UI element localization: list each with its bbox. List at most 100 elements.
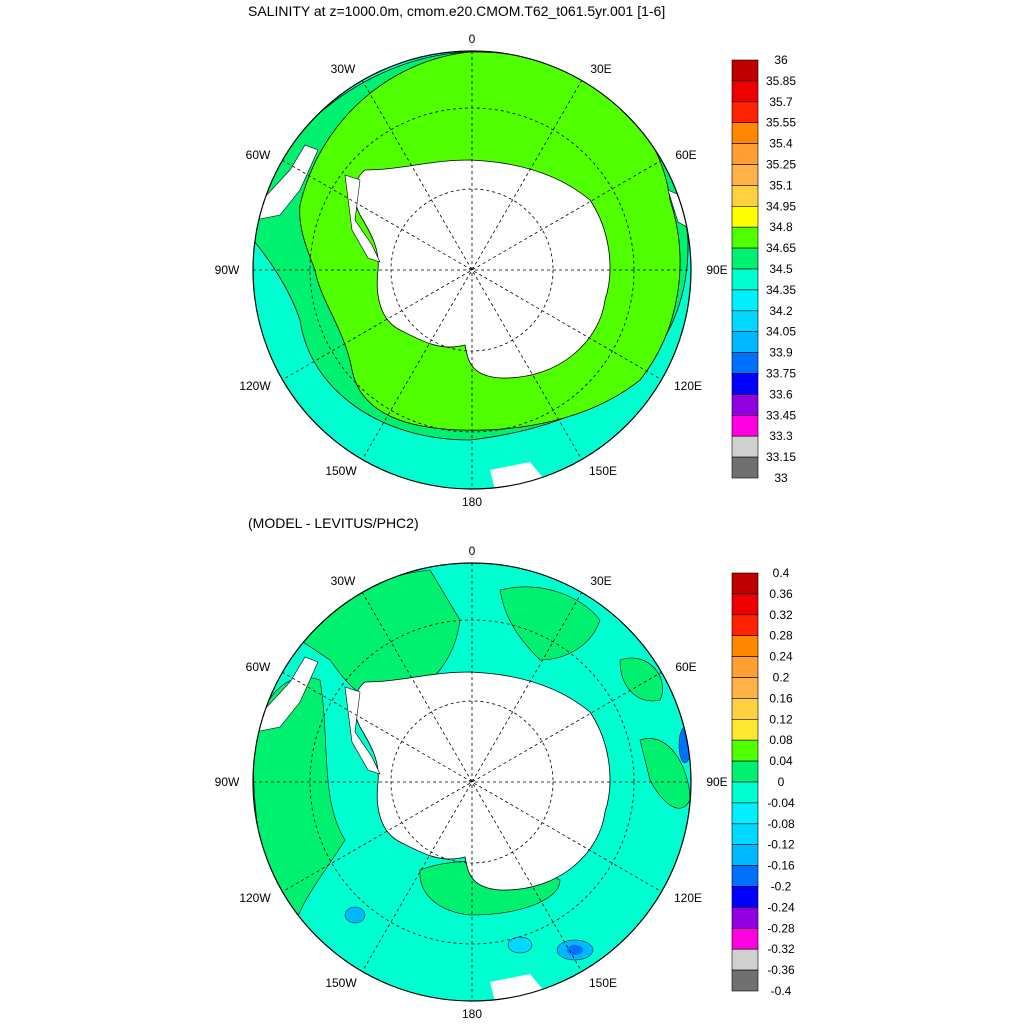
salinity-colorbar-label: 35.4: [769, 137, 793, 151]
graticule: [253, 51, 691, 489]
difference-colorbar-swatch: [731, 614, 759, 636]
lon-label: 60E: [675, 148, 696, 162]
diff-negative-anomaly: [507, 936, 533, 954]
difference-colorbar-label: 0: [778, 775, 785, 789]
salinity-polar-map: 0 30W 30E 60W 60E 90W 90E 120W 120E 150W…: [215, 32, 728, 509]
salinity-colorbar-swatch: [731, 331, 759, 353]
difference-colorbar-swatch: [731, 948, 759, 971]
difference-colorbar: 0.4 0.36 0.32 0.28 0.24 0.2 0.16 0.12 0.08 0.04 0 -…: [731, 566, 795, 998]
difference-colorbar-swatch: [731, 969, 759, 992]
salinity-colorbar-swatch: [731, 394, 759, 416]
lon-label: 60W: [246, 660, 271, 674]
lon-label: 30E: [590, 62, 611, 76]
lon-label: 30W: [331, 574, 356, 588]
salinity-colorbar-label: 34.2: [769, 304, 793, 318]
map-border: [252, 562, 692, 1002]
lon-label: 60E: [675, 660, 696, 674]
difference-colorbar-label: 0.24: [769, 650, 793, 664]
lon-label: 90E: [706, 263, 727, 277]
salinity-colorbar-swatch: [731, 268, 759, 291]
difference-colorbar-swatch: [731, 593, 759, 616]
salinity-colorbar-label: 35.85: [766, 74, 796, 88]
difference-colorbar-swatch: [731, 739, 759, 762]
difference-colorbar-label: -0.36: [767, 963, 795, 977]
difference-colorbar-label: 0.28: [769, 629, 793, 643]
difference-colorbar-label: -0.24: [767, 900, 795, 914]
difference-colorbar-swatch: [731, 823, 759, 845]
difference-colorbar-label: -0.4: [771, 984, 792, 998]
diff-negative-anomaly: [344, 906, 366, 924]
salinity-colorbar: 36 35.85 35.7 35.55 35.4 35.25 35.1 34.95 34.8 34…: [731, 53, 796, 485]
salinity-colorbar-swatch: [731, 206, 759, 228]
salinity-colorbar-label: 33.75: [766, 367, 796, 381]
difference-colorbar-swatch: [731, 677, 759, 699]
salinity-colorbar-label: 35.1: [769, 178, 793, 192]
lon-label: 180: [462, 1007, 482, 1021]
salinity-colorbar-swatch: [731, 289, 759, 312]
difference-colorbar-swatch: [731, 698, 759, 720]
longitude-labels: 0 30W 30E 60W 60E 90W 90E 120W 120E 150W…: [215, 32, 728, 509]
lon-label: 90W: [215, 263, 240, 277]
salinity-colorbar-label: 35.7: [769, 95, 793, 109]
difference-colorbar-label: 0.2: [773, 671, 790, 685]
salinity-colorbar-swatch: [731, 101, 759, 124]
salinity-colorbar-label: 36: [774, 53, 788, 67]
lon-label: 150W: [325, 976, 357, 990]
salinity-colorbar-swatch: [731, 80, 759, 103]
salinity-colorbar-label: 33.3: [769, 429, 793, 443]
salinity-colorbar-swatch: [731, 185, 759, 207]
difference-colorbar-label: 0.32: [769, 608, 793, 622]
lon-label: 150W: [325, 464, 357, 478]
longitude-labels: 0 30W 30E 60W 60E 90W 90E 120W 120E 150W…: [215, 544, 728, 1021]
lon-label: 180: [462, 495, 482, 509]
difference-map-title: (MODEL - LEVITUS/PHC2): [248, 515, 419, 531]
difference-colorbar-label: -0.32: [767, 942, 795, 956]
lon-label: 0: [469, 544, 476, 558]
difference-colorbar-label: -0.04: [767, 796, 795, 810]
diff-negative-anomaly: [567, 945, 583, 955]
map-title: SALINITY at z=1000.0m, cmom.e20.CMOM.T62…: [248, 3, 666, 19]
salinity-colorbar-swatch: [731, 373, 759, 395]
diff-positive-region: [499, 586, 601, 661]
difference-colorbar-swatch: [731, 844, 759, 866]
lon-label: 30E: [590, 574, 611, 588]
salinity-colorbar-label: 35.55: [766, 116, 796, 130]
difference-colorbar-swatch: [731, 865, 759, 887]
salinity-colorbar-label: 33.6: [769, 387, 793, 401]
difference-colorbar-label: 0.04: [769, 754, 793, 768]
salinity-colorbar-label: 33.9: [769, 346, 793, 360]
difference-colorbar-label: 0.36: [769, 587, 793, 601]
salinity-colorbar-label: 34.65: [766, 241, 796, 255]
salinity-colorbar-label: 35.25: [766, 158, 796, 172]
lon-label: 120W: [239, 891, 271, 905]
difference-colorbar-swatch: [731, 760, 759, 783]
difference-colorbar-swatch: [731, 907, 759, 929]
salinity-colorbar-label: 34.5: [769, 262, 793, 276]
lon-label: 120E: [674, 379, 702, 393]
difference-colorbar-swatch: [731, 802, 759, 825]
map-border: [252, 50, 692, 490]
difference-colorbar-swatch: [731, 718, 759, 741]
difference-colorbar-swatch: [731, 635, 759, 657]
lon-label: 90E: [706, 775, 727, 789]
lon-label: 30W: [331, 62, 356, 76]
salinity-colorbar-swatch: [731, 226, 759, 249]
salinity-colorbar-label: 34.95: [766, 199, 796, 213]
graticule: [253, 563, 691, 1001]
salinity-colorbar-swatch: [731, 247, 759, 270]
difference-colorbar-label: 0.16: [769, 691, 793, 705]
salinity-colorbar-label: 33.45: [766, 408, 796, 422]
lon-label: 60W: [246, 148, 271, 162]
difference-colorbar-label: 0.12: [769, 712, 793, 726]
salinity-colorbar-swatch: [731, 414, 759, 437]
salinity-colorbar-swatch: [731, 122, 759, 144]
salinity-colorbar-label: 33.15: [766, 450, 796, 464]
difference-colorbar-label: -0.12: [767, 838, 795, 852]
lon-label: 150E: [589, 976, 617, 990]
difference-colorbar-swatch: [731, 572, 759, 595]
lon-label: 120E: [674, 891, 702, 905]
difference-colorbar-label: -0.28: [767, 921, 795, 935]
salinity-colorbar-label: 33: [774, 471, 788, 485]
salinity-colorbar-label: 34.35: [766, 283, 796, 297]
